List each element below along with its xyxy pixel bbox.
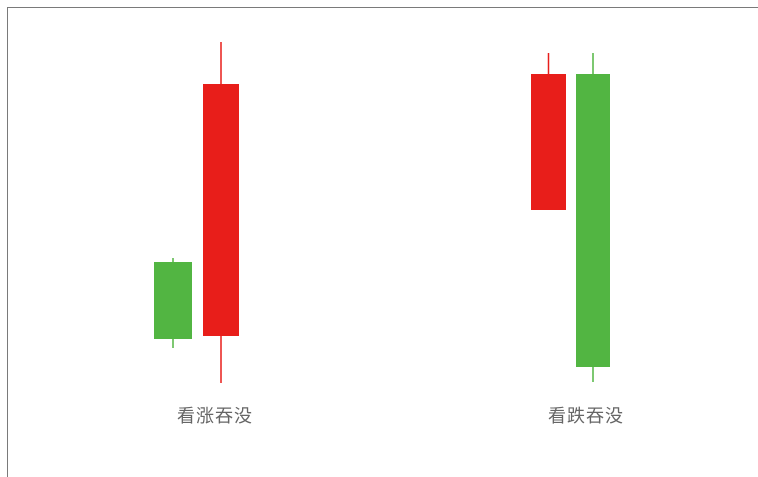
bearish-engulfing-label: 看跌吞没 (548, 406, 624, 427)
diagram-frame (7, 7, 758, 477)
bullish-engulfing-label: 看涨吞没 (177, 406, 253, 427)
bullish-large-up-candle-body (203, 84, 239, 336)
bullish-small-down-candle-body (154, 262, 192, 339)
bearish-large-down-candle-body (576, 74, 610, 367)
bearish-engulfing-group (531, 53, 610, 382)
bearish-small-up-candle-body (531, 74, 566, 210)
bullish-engulfing-group (154, 42, 239, 383)
